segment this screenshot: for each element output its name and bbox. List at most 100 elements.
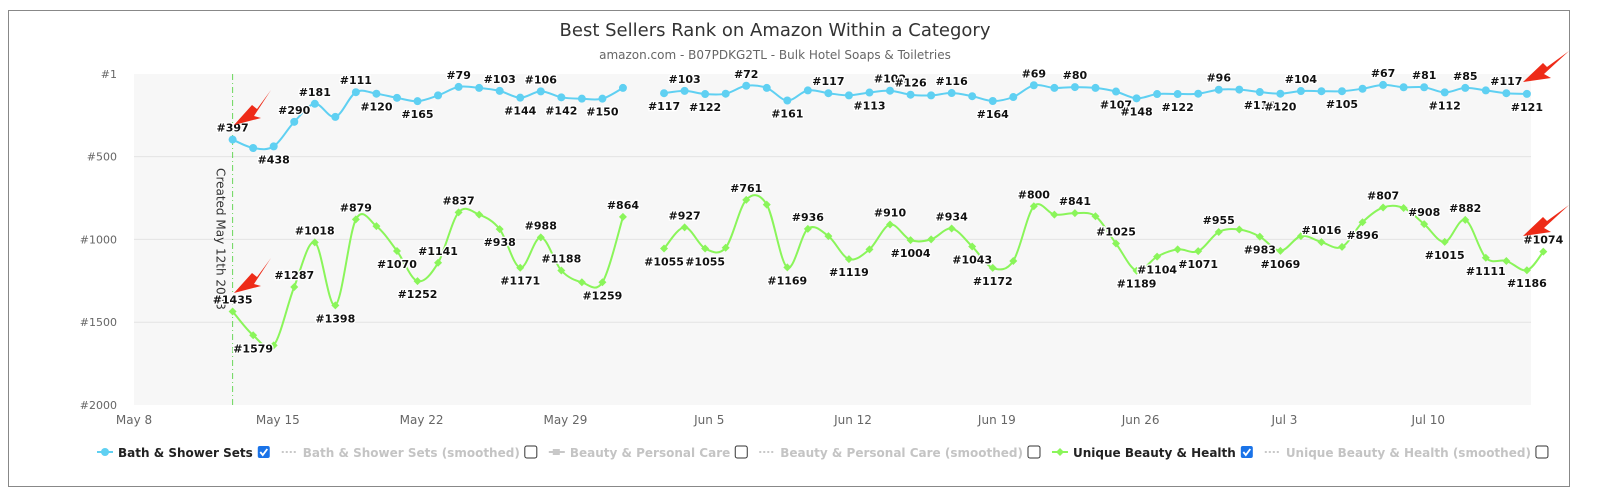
legend-label[interactable]: Beauty & Personal Care (smoothed) [780, 446, 1023, 460]
data-point[interactable] [1358, 84, 1367, 93]
data-point[interactable] [536, 87, 545, 96]
legend-checkbox[interactable] [1240, 446, 1253, 458]
data-point[interactable] [577, 94, 586, 103]
data-point[interactable] [1539, 247, 1548, 256]
data-point[interactable] [290, 282, 299, 291]
data-point[interactable] [598, 278, 607, 287]
data-point[interactable] [516, 263, 525, 272]
data-point[interactable] [495, 225, 504, 234]
data-point[interactable] [1070, 83, 1079, 92]
data-point[interactable] [1337, 87, 1346, 96]
legend-item-bath-shower-sets-smoothed-[interactable]: Bath & Shower Sets (smoothed) [281, 445, 538, 460]
legend-label[interactable]: Bath & Shower Sets [118, 446, 253, 460]
data-point[interactable] [1317, 238, 1326, 247]
legend-item-unique-beauty-health[interactable]: Unique Beauty & Health [1051, 446, 1253, 460]
data-point[interactable] [557, 266, 566, 275]
data-point[interactable] [269, 142, 278, 151]
legend-item-beauty-personal-care[interactable]: Beauty & Personal Care [548, 445, 748, 460]
data-point[interactable] [310, 99, 319, 108]
data-point[interactable] [1522, 266, 1531, 275]
legend-label[interactable]: Unique Beauty & Health [1073, 446, 1236, 460]
data-point[interactable] [988, 263, 997, 272]
data-point[interactable] [1255, 88, 1264, 97]
data-point[interactable] [598, 94, 607, 103]
data-point[interactable] [1420, 83, 1429, 92]
data-point[interactable] [1461, 215, 1470, 224]
data-point[interactable] [1276, 246, 1285, 255]
legend-checkbox[interactable] [524, 445, 538, 459]
data-point[interactable] [906, 236, 915, 245]
data-point[interactable] [886, 86, 895, 95]
data-point[interactable] [1132, 266, 1141, 275]
data-point[interactable] [1235, 225, 1244, 234]
data-point[interactable] [865, 245, 874, 254]
data-point[interactable] [331, 301, 340, 310]
data-point[interactable] [434, 258, 443, 267]
legend-item-unique-beauty-health-smoothed-[interactable]: Unique Beauty & Health (smoothed) [1264, 445, 1549, 460]
data-point[interactable] [1358, 218, 1367, 227]
data-point[interactable] [1194, 89, 1203, 98]
data-point[interactable] [1153, 252, 1162, 261]
data-point[interactable] [454, 208, 463, 217]
legend-checkbox[interactable] [734, 445, 748, 459]
data-point[interactable] [1481, 86, 1490, 95]
data-point[interactable] [454, 82, 463, 91]
data-point[interactable] [1420, 220, 1429, 229]
data-point[interactable] [1255, 232, 1264, 241]
legend-label[interactable]: Unique Beauty & Health (smoothed) [1286, 446, 1531, 460]
legend-item-bath-shower-sets[interactable]: Bath & Shower Sets [97, 446, 270, 460]
data-point[interactable] [1502, 89, 1511, 98]
data-point[interactable] [331, 112, 340, 121]
data-point[interactable] [269, 341, 278, 350]
data-point[interactable] [1050, 83, 1059, 92]
data-point[interactable] [1132, 94, 1141, 103]
data-point[interactable] [968, 92, 977, 101]
data-point[interactable] [968, 242, 977, 251]
data-point[interactable] [351, 215, 360, 224]
data-point[interactable] [1070, 209, 1079, 218]
data-point[interactable] [228, 307, 237, 316]
data-point[interactable] [1214, 227, 1223, 236]
data-point[interactable] [762, 200, 771, 209]
data-point[interactable] [557, 93, 566, 102]
data-point[interactable] [803, 224, 812, 233]
data-point[interactable] [372, 222, 381, 231]
data-point[interactable] [865, 88, 874, 97]
data-point[interactable] [1337, 242, 1346, 251]
data-point[interactable] [1153, 90, 1162, 99]
data-point[interactable] [475, 210, 484, 219]
data-point[interactable] [927, 235, 936, 244]
data-point[interactable] [1091, 212, 1100, 221]
data-point[interactable] [1461, 83, 1470, 92]
data-point[interactable] [536, 233, 545, 242]
data-point[interactable] [742, 195, 751, 204]
data-point[interactable] [413, 97, 422, 106]
data-point[interactable] [824, 89, 833, 98]
data-point[interactable] [1194, 247, 1203, 256]
data-point[interactable] [1379, 80, 1388, 89]
data-point[interactable] [1296, 232, 1305, 241]
data-point[interactable] [1214, 85, 1223, 94]
data-point[interactable] [1379, 203, 1388, 212]
data-point[interactable] [783, 263, 792, 272]
legend-label[interactable]: Beauty & Personal Care [570, 446, 730, 460]
data-point[interactable] [1029, 81, 1038, 90]
data-point[interactable] [1399, 83, 1408, 92]
data-point[interactable] [1091, 83, 1100, 92]
data-point[interactable] [1173, 245, 1182, 254]
data-point[interactable] [249, 331, 258, 340]
legend-label[interactable]: Bath & Shower Sets (smoothed) [303, 446, 520, 460]
data-point[interactable] [1399, 203, 1408, 212]
data-point[interactable] [310, 238, 319, 247]
data-point[interactable] [988, 96, 997, 105]
data-point[interactable] [1173, 90, 1182, 99]
data-point[interactable] [1276, 89, 1285, 98]
data-point[interactable] [1296, 87, 1305, 96]
data-point[interactable] [392, 247, 401, 256]
data-point[interactable] [351, 88, 360, 97]
data-point[interactable] [701, 90, 710, 99]
data-point[interactable] [783, 96, 792, 105]
data-point[interactable] [762, 83, 771, 92]
data-point[interactable] [947, 89, 956, 98]
legend-checkbox[interactable] [1535, 445, 1549, 459]
